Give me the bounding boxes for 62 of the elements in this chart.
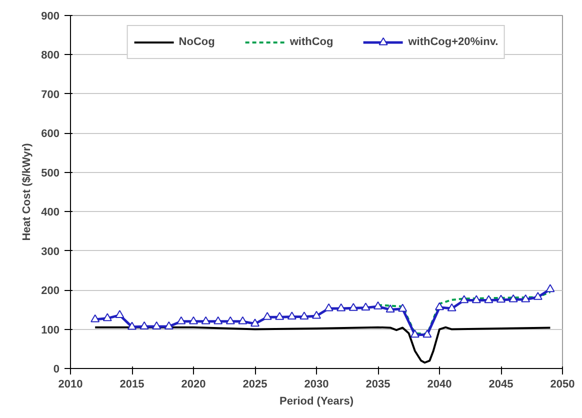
point <box>533 292 542 300</box>
point <box>460 295 469 304</box>
point <box>484 295 494 304</box>
point <box>262 312 272 320</box>
point <box>386 304 395 312</box>
point <box>90 314 100 322</box>
x-tick-label: 2040 <box>427 378 452 390</box>
point <box>312 310 321 319</box>
point <box>398 304 408 312</box>
point <box>374 301 382 310</box>
point <box>447 303 456 312</box>
y-tick-label: 0 <box>53 364 60 376</box>
x-tick-label: 2010 <box>58 378 83 390</box>
y-tick-label: 300 <box>41 246 60 258</box>
point <box>435 302 444 310</box>
point <box>201 316 210 324</box>
point <box>361 302 370 311</box>
x-tick-label: 2025 <box>242 378 268 390</box>
legend-label: withCog <box>290 36 334 48</box>
point <box>410 330 420 338</box>
y-tick-label: 400 <box>41 206 60 219</box>
y-tick-label: 800 <box>41 50 60 62</box>
y-tick-label: 900 <box>41 10 60 22</box>
y-axis-title: Heat Cost ($/kWyr) <box>21 142 34 241</box>
point <box>164 321 174 330</box>
point <box>496 294 506 303</box>
point <box>176 316 186 324</box>
x-tick-label: 2030 <box>304 378 329 390</box>
x-tick-label: 2015 <box>120 378 144 390</box>
point <box>472 295 481 304</box>
point <box>287 312 296 320</box>
y-tick-label: 700 <box>41 88 60 101</box>
point <box>422 330 432 338</box>
point <box>152 321 162 330</box>
point <box>300 312 309 320</box>
x-tick-label: 2050 <box>550 378 575 390</box>
point <box>546 284 555 292</box>
x-tick-label: 2035 <box>366 378 390 390</box>
point <box>226 316 235 324</box>
x-tick-label: 2020 <box>181 378 206 390</box>
point <box>521 294 530 302</box>
point <box>275 312 284 320</box>
point <box>348 302 358 311</box>
point <box>508 294 518 302</box>
legend-label: withCog+20%inv. <box>408 36 498 48</box>
point <box>102 313 112 322</box>
point <box>250 318 260 327</box>
point <box>189 316 198 324</box>
y-tick-label: 200 <box>41 285 60 298</box>
legend-label: NoCog <box>178 36 215 48</box>
y-tick-label: 100 <box>41 324 60 336</box>
y-tick-label: 600 <box>41 128 60 140</box>
point <box>140 321 149 330</box>
point <box>128 322 136 330</box>
x-axis-title: Period (Years) <box>280 396 354 408</box>
point <box>238 316 248 324</box>
point <box>324 303 334 312</box>
point <box>214 316 223 324</box>
y-tick-label: 500 <box>41 167 60 180</box>
x-tick-label: 2045 <box>488 378 514 390</box>
point <box>115 310 124 318</box>
point <box>336 303 346 312</box>
